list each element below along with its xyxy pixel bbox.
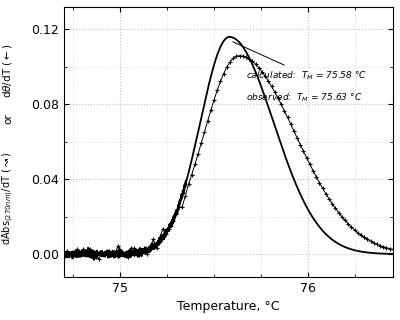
Text: d$\theta$/dT ($\leftarrow$): d$\theta$/dT ($\leftarrow$) [2,43,14,98]
Text: observed:  $T_{M}$ = 75.63 °C: observed: $T_{M}$ = 75.63 °C [246,92,363,104]
X-axis label: Temperature, °C: Temperature, °C [177,300,280,313]
Text: or: or [3,113,13,124]
Text: calculated:  $T_{M}$ = 75.58 °C: calculated: $T_{M}$ = 75.58 °C [233,42,367,82]
Text: dAbs$_{(270nm)}$/dT ($\rightsquigarrow$): dAbs$_{(270nm)}$/dT ($\rightsquigarrow$) [0,152,16,245]
